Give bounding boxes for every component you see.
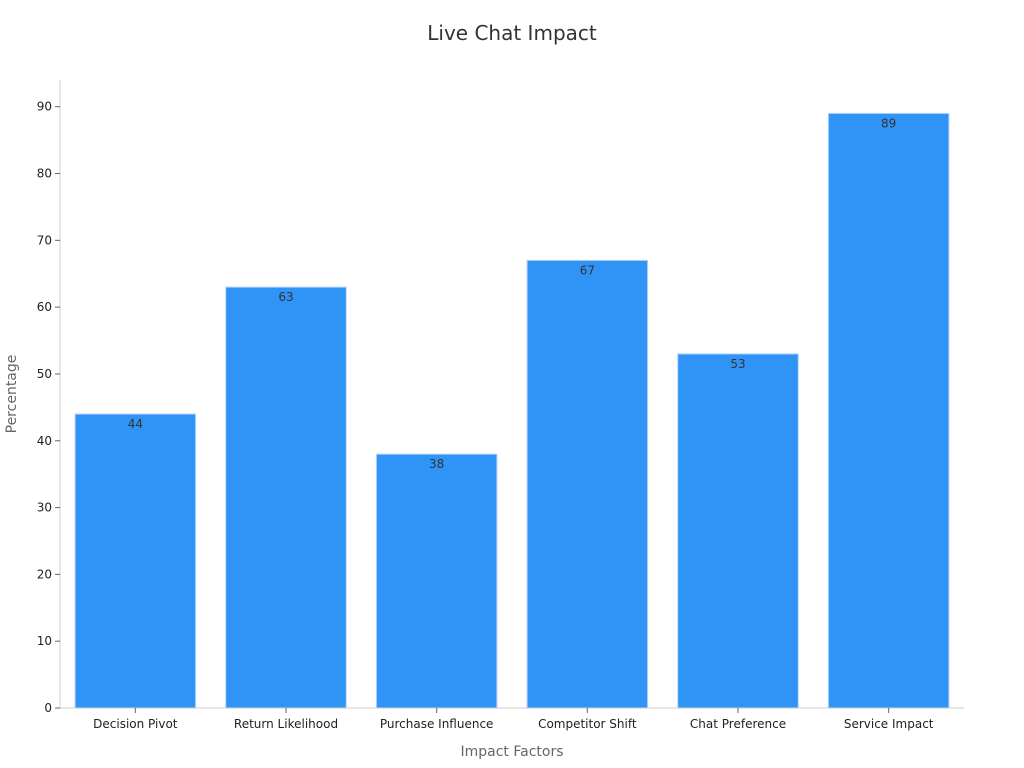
y-tick-label: 60 (37, 300, 52, 314)
x-tick-label: Purchase Influence (380, 717, 494, 731)
x-tick-label: Return Likelihood (234, 717, 338, 731)
bars-group (74, 112, 950, 709)
y-tick-label: 90 (37, 100, 52, 114)
y-axis-ticks: 0 10 20 30 40 50 60 70 80 90 (37, 100, 60, 715)
y-tick-label: 0 (44, 701, 52, 715)
data-label: 67 (580, 263, 595, 277)
data-label: 44 (128, 417, 143, 431)
y-tick-label: 40 (37, 434, 52, 448)
y-tick-label: 20 (37, 567, 52, 581)
x-axis-ticks: Decision Pivot Return Likelihood Purchase … (93, 708, 934, 731)
bar (375, 453, 498, 709)
bar (827, 112, 950, 709)
y-tick-label: 80 (37, 167, 52, 181)
x-axis-title: Impact Factors (460, 744, 563, 760)
y-tick-label: 70 (37, 233, 52, 247)
bar (526, 259, 649, 709)
x-tick-label: Competitor Shift (538, 717, 637, 731)
bar (74, 413, 197, 709)
x-tick-label: Service Impact (844, 717, 934, 731)
data-labels-group: 44 63 38 67 53 89 (128, 116, 897, 471)
x-tick-label: Chat Preference (690, 717, 786, 731)
chart-title: Live Chat Impact (427, 21, 597, 45)
data-label: 53 (730, 357, 745, 371)
data-label: 89 (881, 116, 896, 130)
y-tick-label: 10 (37, 634, 52, 648)
y-tick-label: 50 (37, 367, 52, 381)
data-label: 63 (278, 290, 293, 304)
y-tick-label: 30 (37, 501, 52, 515)
x-tick-label: Decision Pivot (93, 717, 178, 731)
bar (225, 286, 347, 709)
y-axis-title: Percentage (4, 355, 20, 434)
bar (677, 353, 799, 709)
data-label: 38 (429, 457, 444, 471)
